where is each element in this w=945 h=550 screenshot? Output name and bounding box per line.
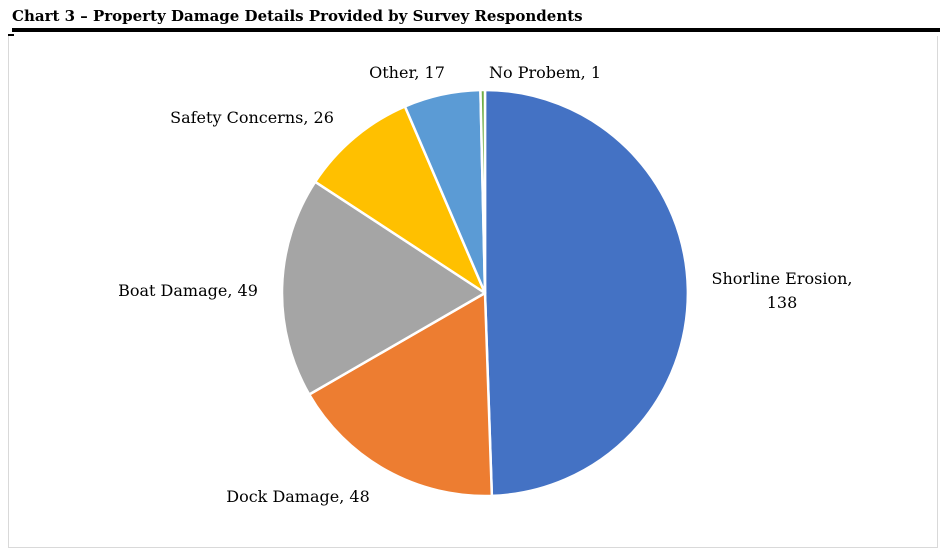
title-underline <box>12 28 940 32</box>
chart-frame <box>8 36 938 548</box>
data-label-safety-concerns: Safety Concerns, 26 <box>170 108 334 127</box>
pie-labels: Shorline Erosion, 138 Dock Damage, 48 Boat … <box>118 63 852 506</box>
data-label-boat-damage: Boat Damage, 49 <box>118 281 258 300</box>
pie-slices <box>280 88 690 498</box>
pie-slice-boat-damage <box>280 180 487 396</box>
data-label-dock-damage: Dock Damage, 48 <box>226 487 370 506</box>
pie-slice-dock-damage <box>307 291 494 498</box>
data-label-other: Other, 17 <box>369 63 445 82</box>
title-underline-tick <box>8 34 14 36</box>
data-label-shorline-erosion: Shorline Erosion, 138 <box>712 269 853 312</box>
chart-title: Chart 3 – Property Damage Details Provid… <box>12 7 583 25</box>
data-label-no-probem: No Probem, 1 <box>489 63 601 82</box>
pie-slice-safety-concerns <box>313 105 487 295</box>
pie-slice-no-probem <box>479 88 487 295</box>
pie-slice-shorline-erosion <box>483 88 690 498</box>
